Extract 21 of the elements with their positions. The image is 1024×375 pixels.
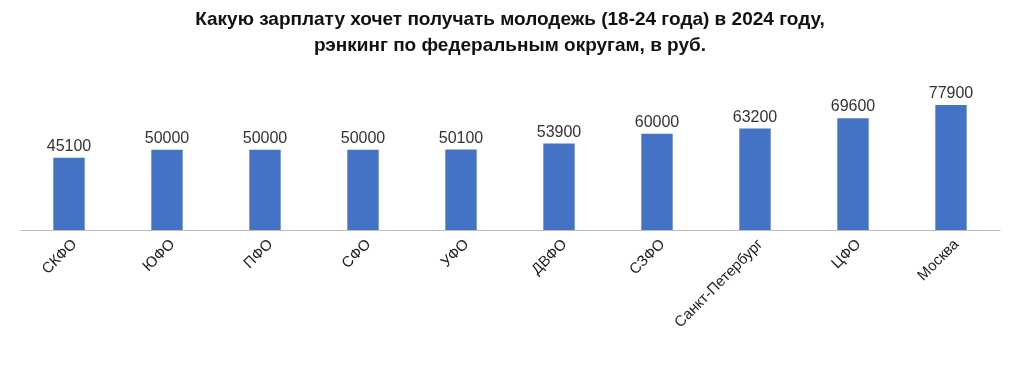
bar xyxy=(249,149,281,230)
data-label: 50000 xyxy=(340,128,386,146)
data-label: 53900 xyxy=(536,122,582,140)
data-label: 77900 xyxy=(928,84,974,101)
bar xyxy=(543,143,575,230)
data-label: 63200 xyxy=(732,107,778,125)
data-label: 45100 xyxy=(46,136,92,154)
data-label: 69600 xyxy=(830,97,876,115)
bar xyxy=(837,118,869,230)
bar xyxy=(151,149,183,230)
data-label: 50000 xyxy=(242,128,288,146)
bar xyxy=(935,105,967,230)
bar xyxy=(739,128,771,230)
bar xyxy=(347,149,379,230)
bar xyxy=(53,157,85,230)
data-label: 60000 xyxy=(634,112,680,130)
bar xyxy=(445,149,477,230)
data-label: 50100 xyxy=(438,128,484,146)
chart-title: Какую зарплату хочет получать молодежь (18-24 года) в 2024 году, рэнкинг по федеральным округам, в руб. xyxy=(195,8,825,55)
data-label: 50000 xyxy=(144,128,190,146)
bar xyxy=(641,133,673,230)
